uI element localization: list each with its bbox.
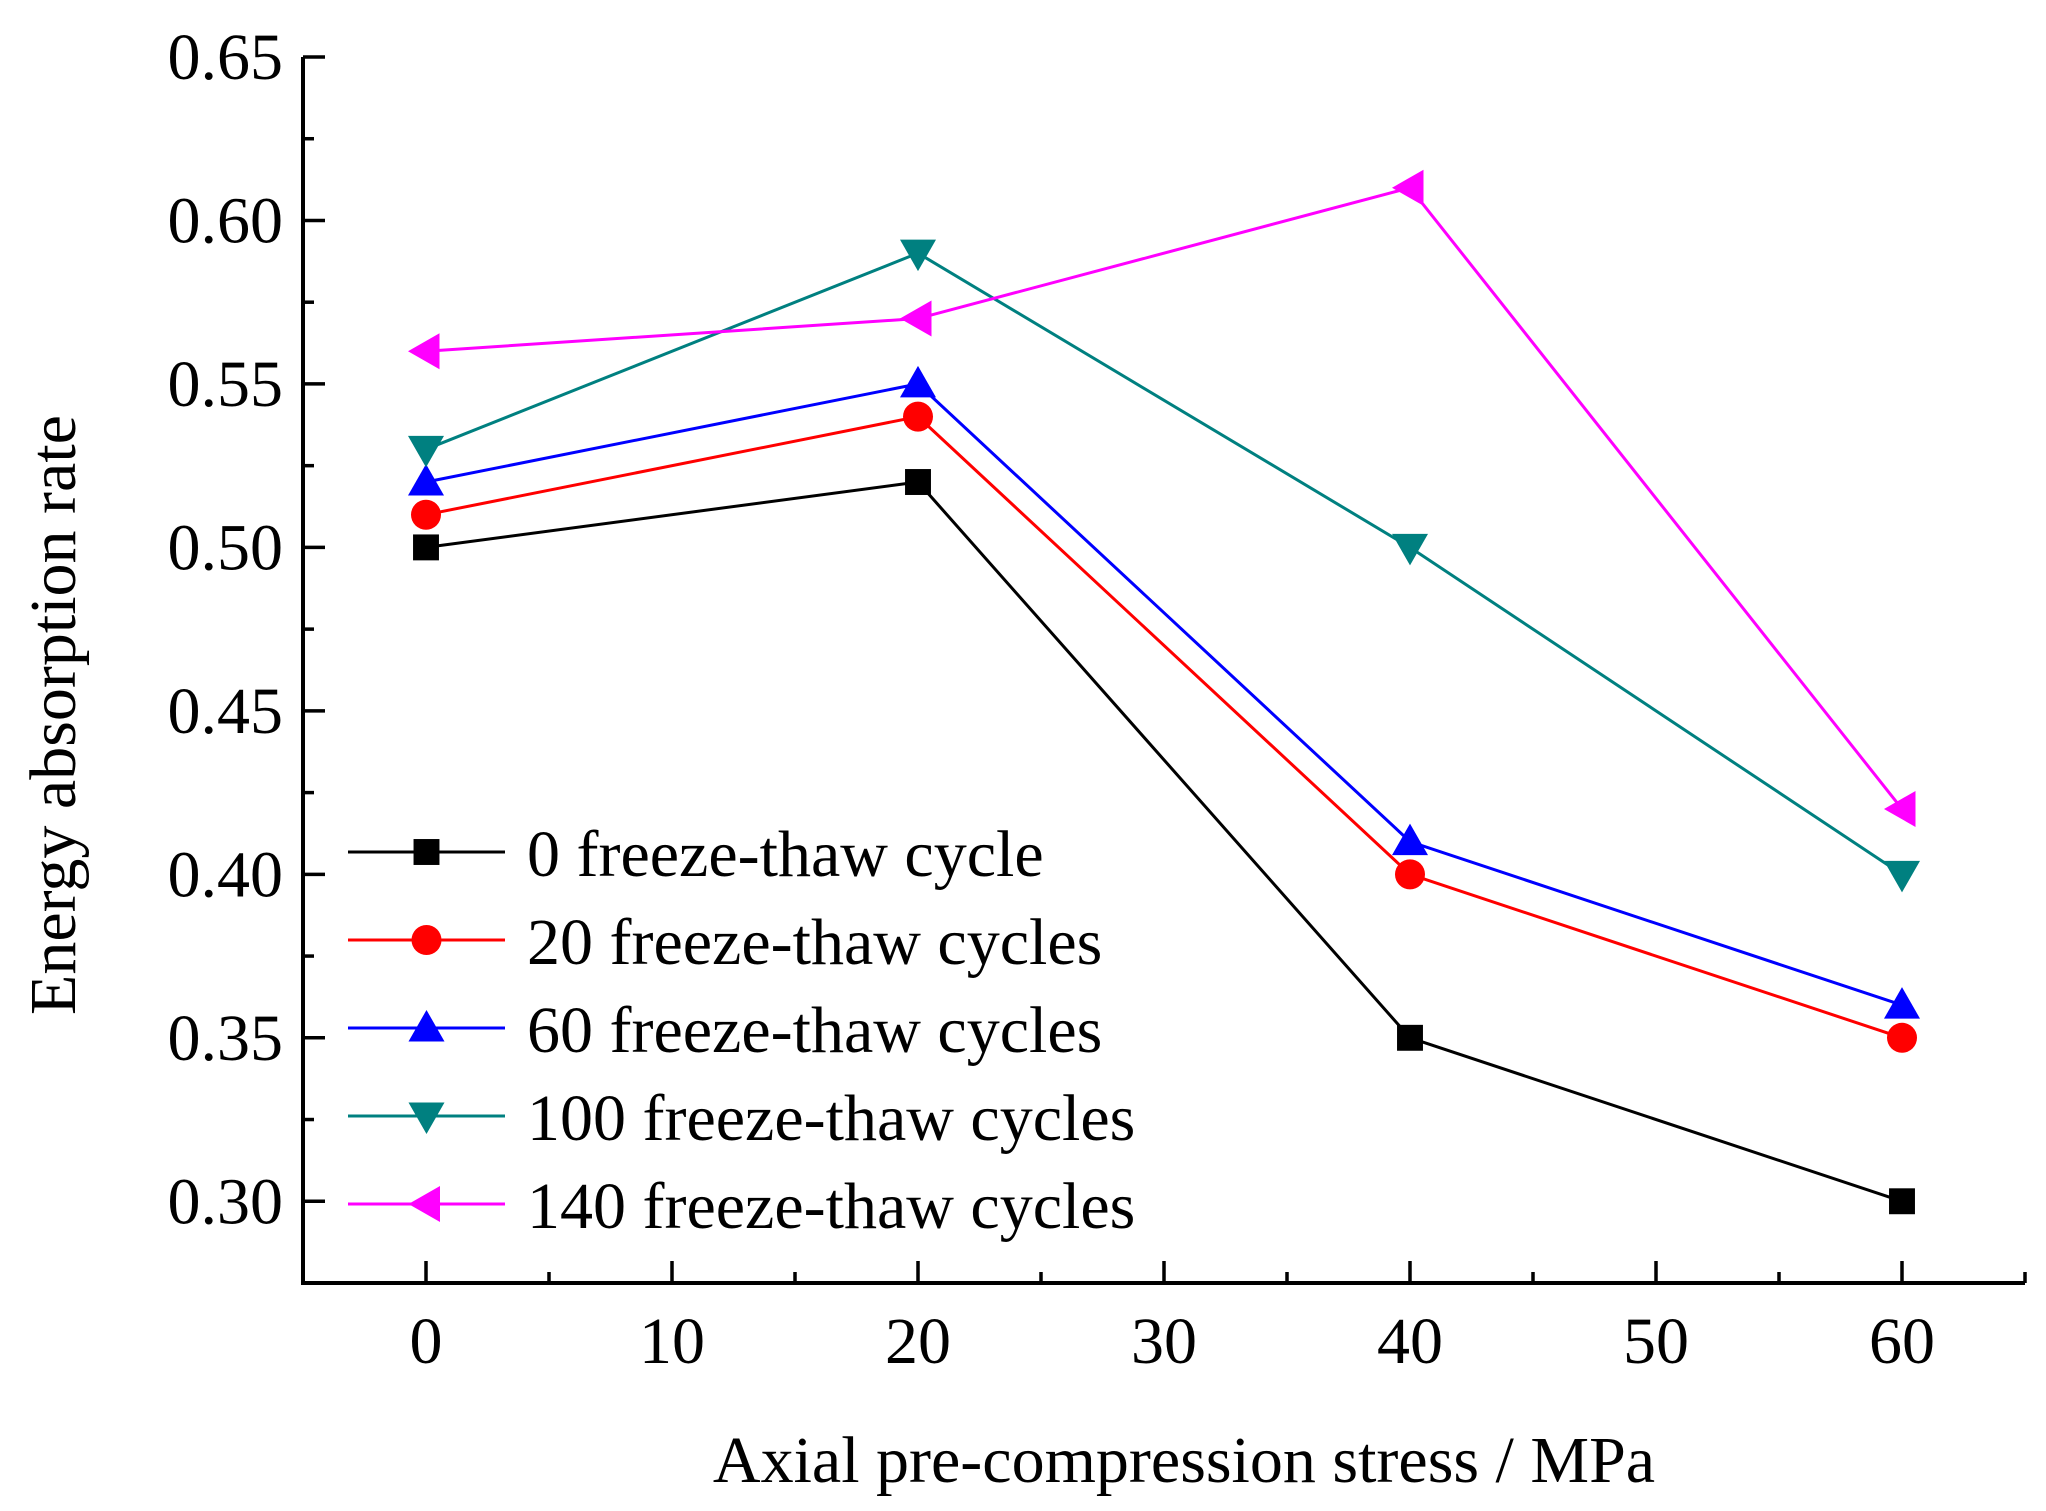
data-point (1392, 533, 1428, 566)
data-point (408, 333, 440, 370)
x-tick-label: 40 (1377, 1305, 1443, 1378)
series-4 (408, 169, 1916, 827)
y-tick-label: 0.65 (168, 21, 284, 94)
legend-label: 140 freeze-thaw cycles (527, 1170, 1135, 1243)
series-0 (413, 469, 1915, 1215)
data-point (905, 469, 931, 495)
series-line (425, 186, 1904, 810)
y-tick-label: 0.45 (168, 675, 284, 748)
data-point (408, 464, 444, 496)
series-line (425, 415, 1903, 1040)
legend-marker (413, 839, 440, 865)
x-axis-title: Axial pre-compression stress / MPa (713, 1424, 1655, 1497)
legend-item: 140 freeze-thaw cycles (348, 1170, 1135, 1243)
legend-label: 100 freeze-thaw cycles (527, 1082, 1135, 1155)
series-line (425, 480, 1903, 1203)
data-point (411, 499, 441, 530)
x-tick-label: 30 (1131, 1305, 1197, 1378)
y-tick-label: 0.35 (168, 1002, 284, 1075)
legend-label: 20 freeze-thaw cycles (527, 906, 1102, 979)
x-tick-label: 20 (885, 1305, 951, 1378)
y-tick-label: 0.30 (168, 1165, 284, 1238)
legend-marker (411, 925, 442, 955)
legend-item: 100 freeze-thaw cycles (348, 1082, 1135, 1155)
data-point (1884, 860, 1920, 893)
series-line (425, 251, 1903, 876)
legend-label: 0 freeze-thaw cycle (527, 818, 1044, 891)
data-point (413, 534, 439, 561)
series-3 (408, 239, 1920, 893)
x-tick-label: 10 (639, 1305, 705, 1378)
y-tick-label: 0.55 (168, 348, 284, 421)
data-point (900, 300, 932, 337)
legend-marker (408, 1186, 440, 1222)
x-tick-label: 60 (1869, 1305, 1935, 1378)
series-1 (411, 401, 1917, 1053)
data-point (408, 435, 444, 468)
legend-item: 60 freeze-thaw cycles (348, 994, 1102, 1067)
data-point (900, 239, 936, 272)
y-tick-label: 0.40 (168, 838, 284, 911)
legend-label: 60 freeze-thaw cycles (527, 994, 1102, 1067)
data-point (1887, 1022, 1917, 1053)
data-point (1395, 859, 1425, 890)
legend-marker (408, 1010, 445, 1042)
data-point (1392, 823, 1428, 856)
data-point (1884, 790, 1916, 827)
x-tick-label: 0 (410, 1305, 443, 1378)
y-tick-label: 0.50 (168, 511, 284, 584)
data-point (1392, 169, 1424, 206)
y-tick-label: 0.60 (168, 184, 284, 257)
data-point (1889, 1188, 1915, 1215)
x-tick-label: 50 (1623, 1305, 1689, 1378)
legend-item: 20 freeze-thaw cycles (348, 906, 1102, 979)
y-axis-ticks: 0.30 0.35 0.40 0.45 0.50 0.55 0.60 0.65 (168, 21, 325, 1285)
data-point (1397, 1024, 1423, 1051)
legend-item: 0 freeze-thaw cycle (348, 818, 1044, 891)
series-2 (408, 365, 1920, 1019)
legend: 0 freeze-thaw cycle 20 freeze-thaw cycles… (348, 818, 1135, 1243)
series-layer (408, 169, 1920, 1215)
series-line (425, 382, 1903, 1007)
data-point (903, 401, 933, 432)
x-axis-ticks: 0 10 20 30 40 50 60 (301, 1261, 2027, 1378)
legend-marker (408, 1102, 445, 1134)
data-point (1884, 987, 1920, 1019)
data-point (900, 365, 936, 398)
y-axis-title: Energy absorption rate (17, 415, 90, 1015)
